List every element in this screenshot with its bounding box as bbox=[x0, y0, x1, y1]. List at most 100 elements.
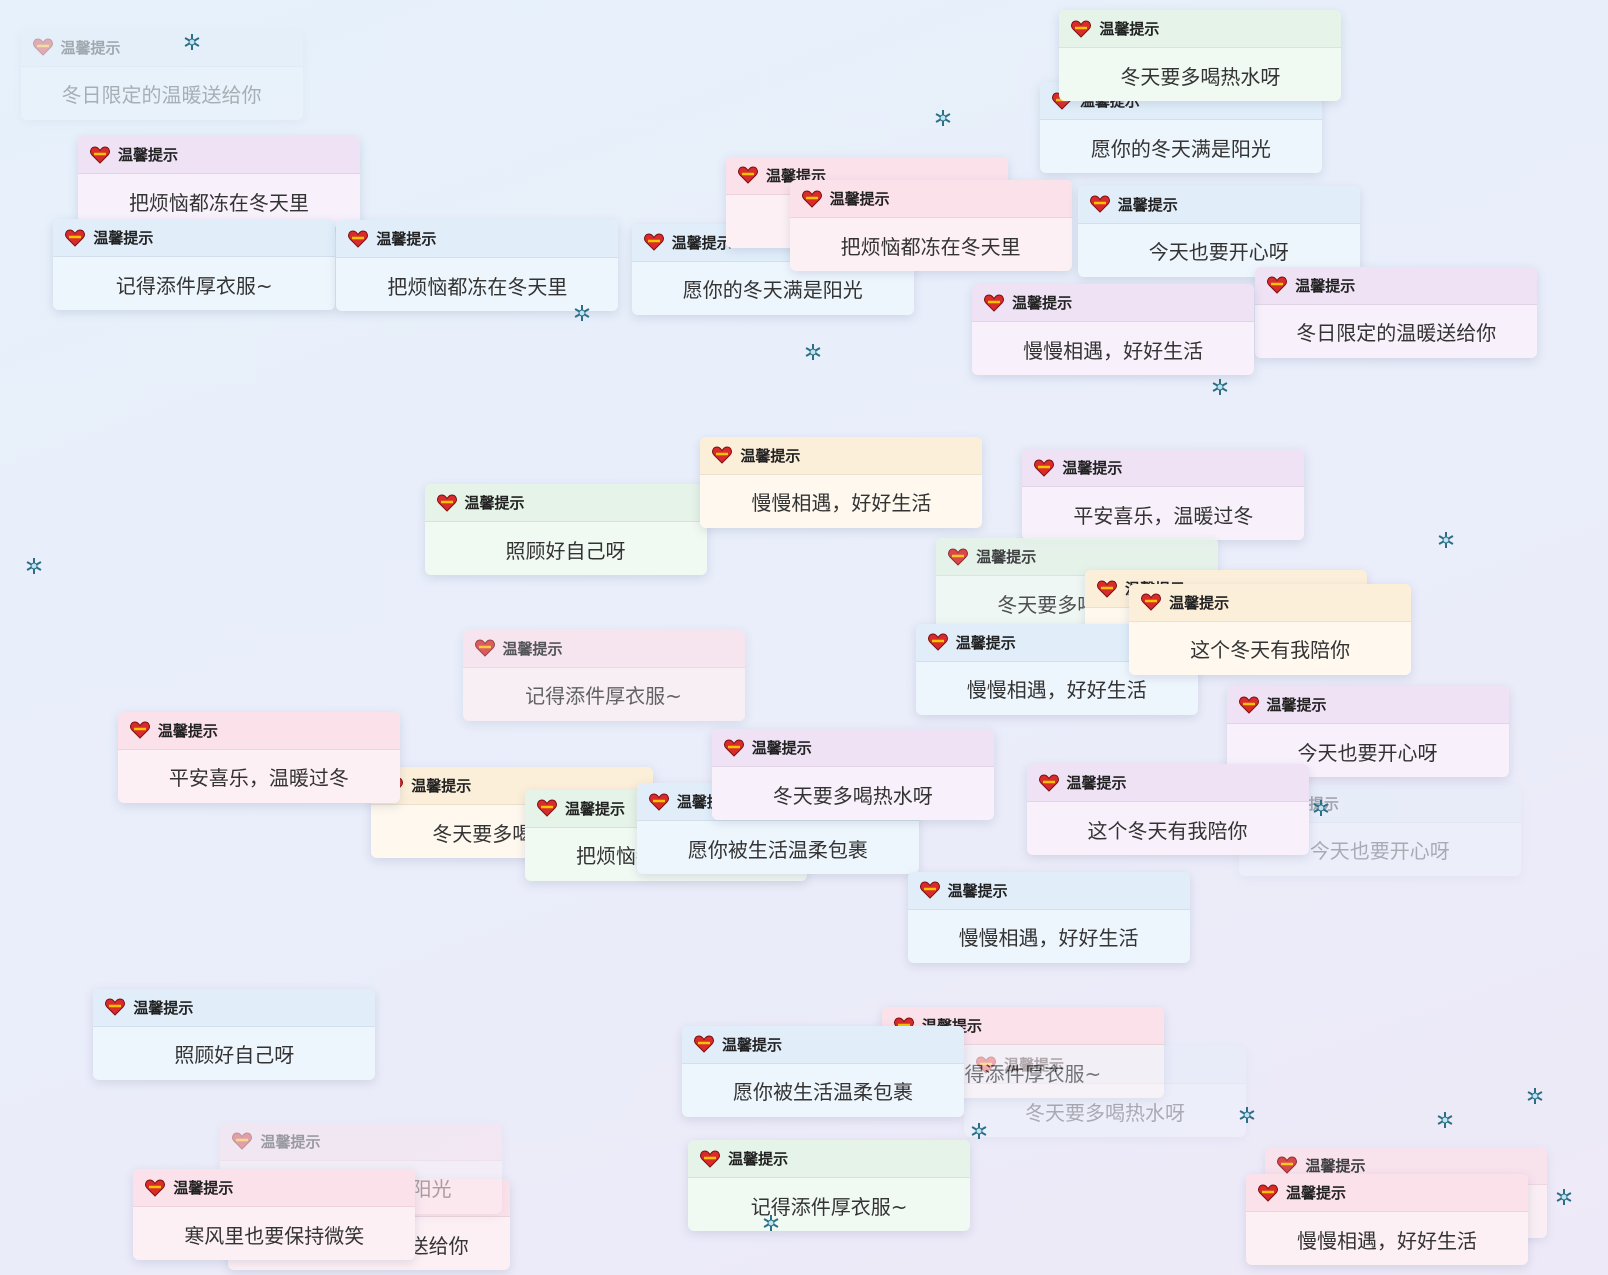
toast-title: 温馨提示 bbox=[976, 548, 1037, 567]
heart-icon bbox=[984, 294, 1005, 312]
heart-icon bbox=[1238, 696, 1259, 714]
toast-message: 冬天要多喝热水呀 bbox=[1024, 1100, 1185, 1125]
toast-message: 寒风里也要保持微笑 bbox=[184, 1223, 365, 1248]
toast-card: 温馨提示冬日限定的温暖送给你 bbox=[20, 28, 303, 120]
toast-message: 愿你被生活温柔包裹 bbox=[732, 1080, 913, 1104]
toast-title: 温馨提示 bbox=[671, 233, 732, 252]
toast-title: 温馨提示 bbox=[565, 799, 626, 818]
toast-message: 今天也要开心呀 bbox=[1297, 740, 1438, 765]
toast-header: 温馨提示 bbox=[936, 538, 1219, 577]
toast-message: 平安喜乐，温暖过冬 bbox=[1073, 503, 1254, 528]
toast-title: 温馨提示 bbox=[173, 1179, 234, 1198]
toast-title: 温馨提示 bbox=[1169, 593, 1230, 612]
toast-title: 温馨提示 bbox=[411, 777, 472, 796]
toast-title: 温馨提示 bbox=[502, 639, 563, 658]
heart-icon bbox=[1038, 773, 1059, 792]
toast-title: 温馨提示 bbox=[1117, 195, 1178, 214]
toast-title: 温馨提示 bbox=[117, 146, 178, 165]
toast-message: 慢慢相遇，好好生活 bbox=[958, 926, 1139, 951]
toast-card: 温馨提示今天也要开心呀 bbox=[1226, 686, 1509, 778]
heart-icon bbox=[1277, 1156, 1298, 1174]
toast-title: 温馨提示 bbox=[766, 166, 827, 185]
toast-header: 温馨提示 bbox=[681, 1025, 964, 1064]
toast-message: 今天也要开心呀 bbox=[1309, 839, 1450, 863]
toast-message: 慢慢相遇，好好生活 bbox=[751, 491, 932, 516]
heart-icon bbox=[1089, 195, 1110, 213]
toast-title: 温馨提示 bbox=[1062, 459, 1123, 478]
toast-message: 记得添件厚衣服~ bbox=[750, 1194, 908, 1219]
toast-card: 温馨提示照顾好自己呀 bbox=[93, 988, 376, 1080]
toast-header: 温馨提示 bbox=[1226, 686, 1509, 725]
toast-message: 今天也要开心呀 bbox=[1148, 240, 1289, 265]
toast-card: 温馨提示记得添件厚衣服~ bbox=[688, 1140, 971, 1232]
heart-icon bbox=[1267, 276, 1288, 294]
snowflake bbox=[575, 304, 590, 321]
heart-icon bbox=[738, 166, 758, 185]
toast-header: 温馨提示 bbox=[20, 28, 303, 67]
toast-card: 温馨提示照顾好自己呀 bbox=[424, 484, 707, 576]
toast-title: 温馨提示 bbox=[740, 446, 801, 465]
toast-message: 这个冬天有我陪你 bbox=[1087, 818, 1248, 843]
heart-icon bbox=[474, 639, 495, 657]
heart-icon bbox=[65, 229, 86, 247]
snowflake bbox=[805, 343, 821, 360]
toast-message: 照顾好自己呀 bbox=[174, 1043, 295, 1068]
toast-card: 温馨提示冬日限定的温暖送给你 bbox=[1255, 266, 1538, 358]
toast-card: 温馨提示慢慢相遇，好好生活 bbox=[1245, 1174, 1528, 1266]
toast-title: 温馨提示 bbox=[260, 1132, 321, 1151]
toast-message: 这个冬天有我陪你 bbox=[1190, 638, 1351, 662]
toast-title: 温馨提示 bbox=[728, 1150, 789, 1169]
heart-icon bbox=[712, 446, 733, 465]
toast-message: 愿你被生活温柔包裹 bbox=[687, 837, 868, 862]
toast-header: 温馨提示 bbox=[907, 871, 1190, 910]
toast-header: 温馨提示 bbox=[462, 629, 745, 668]
toast-title: 温馨提示 bbox=[60, 38, 121, 57]
toast-title: 温馨提示 bbox=[464, 494, 525, 513]
heart-icon bbox=[1034, 459, 1055, 477]
toast-title: 温馨提示 bbox=[1285, 1184, 1346, 1203]
heart-icon bbox=[537, 799, 557, 817]
toast-header: 温馨提示 bbox=[133, 1169, 416, 1208]
toast-header: 温馨提示 bbox=[711, 729, 994, 768]
snowflake bbox=[1556, 1188, 1572, 1205]
toast-card: 温馨提示这个冬天有我陪你 bbox=[1129, 583, 1412, 675]
toast-title: 温馨提示 bbox=[376, 230, 437, 249]
toast-title: 温馨提示 bbox=[1003, 1056, 1064, 1075]
toast-header: 温馨提示 bbox=[93, 988, 376, 1027]
toast-header: 温馨提示 bbox=[1026, 764, 1309, 802]
heart-icon bbox=[145, 1179, 166, 1197]
toast-title: 温馨提示 bbox=[1099, 20, 1160, 39]
heart-icon bbox=[948, 548, 969, 566]
heart-icon bbox=[129, 721, 150, 739]
toast-card: 温馨提示慢慢相遇，好好生活 bbox=[972, 284, 1255, 376]
heart-icon bbox=[232, 1132, 253, 1151]
toast-title: 温馨提示 bbox=[1012, 294, 1073, 313]
toast-card: 温馨提示平安喜乐，温暖过冬 bbox=[1022, 449, 1305, 541]
snowflake bbox=[1212, 378, 1228, 395]
toast-message: 把烦恼都冻在冬天里 bbox=[387, 274, 568, 299]
toast-message: 冬天要多喝热水呀 bbox=[1120, 64, 1281, 89]
toast-message: 慢慢相遇，好好生活 bbox=[1023, 338, 1204, 363]
toast-message: 把烦恼都冻在冬天里 bbox=[128, 190, 309, 215]
heart-icon bbox=[348, 230, 369, 248]
heart-icon bbox=[648, 793, 669, 811]
toast-card: 温馨提示慢慢相遇，好好生活 bbox=[907, 871, 1190, 963]
toast-header: 温馨提示 bbox=[1129, 583, 1412, 622]
toast-title: 温馨提示 bbox=[133, 998, 194, 1017]
toast-message: 照顾好自己呀 bbox=[505, 538, 626, 563]
toast-header: 温馨提示 bbox=[53, 219, 336, 258]
toast-header: 温馨提示 bbox=[1059, 10, 1342, 49]
toast-card: 温馨提示 平安喜乐，温暖过冬 bbox=[117, 711, 400, 803]
toast-message: 把烦恼都冻在冬天里 bbox=[840, 234, 1021, 259]
toast-message: 慢慢相遇，好好生活 bbox=[1296, 1228, 1477, 1253]
snowflake bbox=[26, 558, 42, 575]
toast-header: 温馨提示 bbox=[117, 711, 400, 750]
toast-header: 温馨提示 bbox=[700, 436, 983, 475]
heart-icon bbox=[643, 233, 664, 251]
toast-message: 记得添件厚衣服~ bbox=[115, 273, 273, 298]
toast-card: 温馨提示记得添件厚衣服~ bbox=[462, 629, 745, 721]
heart-icon bbox=[436, 494, 457, 512]
toast-message: 记得添件厚衣服~ bbox=[525, 684, 682, 709]
toast-header: 温馨提示 bbox=[220, 1122, 503, 1161]
